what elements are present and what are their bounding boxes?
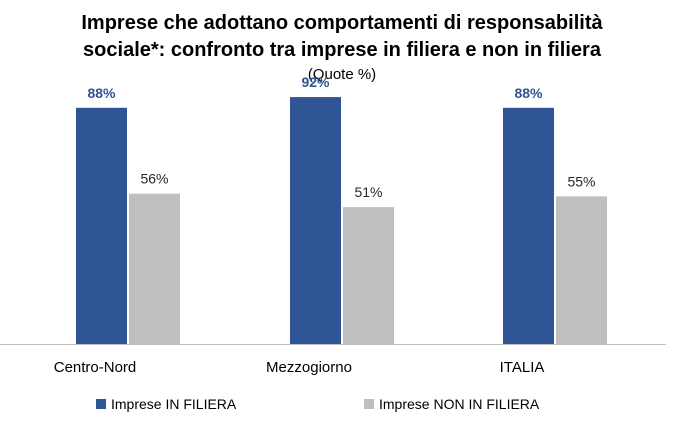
data-label-0-0: 88% (87, 85, 116, 101)
legend-swatch-1 (364, 399, 374, 409)
legend-label-0: Imprese IN FILIERA (111, 396, 237, 412)
data-label-0-2: 88% (514, 85, 543, 101)
bar-non-in-filiera-1 (343, 207, 394, 344)
chart-subtitle: (Quote %) (307, 66, 377, 83)
x-tick-label-0: Centro-Nord (54, 359, 137, 376)
data-label-1-2: 55% (567, 173, 595, 189)
bar-in-filiera-2 (503, 107, 554, 344)
data-label-0-1: 92% (301, 74, 330, 90)
bar-non-in-filiera-0 (129, 193, 180, 344)
chart-title-line-2: sociale*: confronto tra imprese in filie… (83, 39, 601, 61)
bar-non-in-filiera-2 (556, 196, 607, 344)
chart-title-line-1: Imprese che adottano comportamenti di re… (81, 12, 603, 34)
bar-in-filiera-1 (290, 97, 341, 345)
bar-in-filiera-0 (76, 107, 127, 344)
chart-title: Imprese che adottano comportamenti di re… (0, 10, 684, 64)
x-tick-label-2: ITALIA (500, 359, 545, 376)
legend-swatch-0 (96, 399, 106, 409)
legend-label-1: Imprese NON IN FILIERA (379, 396, 540, 412)
data-label-1-0: 56% (140, 171, 168, 187)
data-label-1-1: 51% (354, 184, 382, 200)
x-tick-label-1: Mezzogiorno (266, 359, 352, 376)
